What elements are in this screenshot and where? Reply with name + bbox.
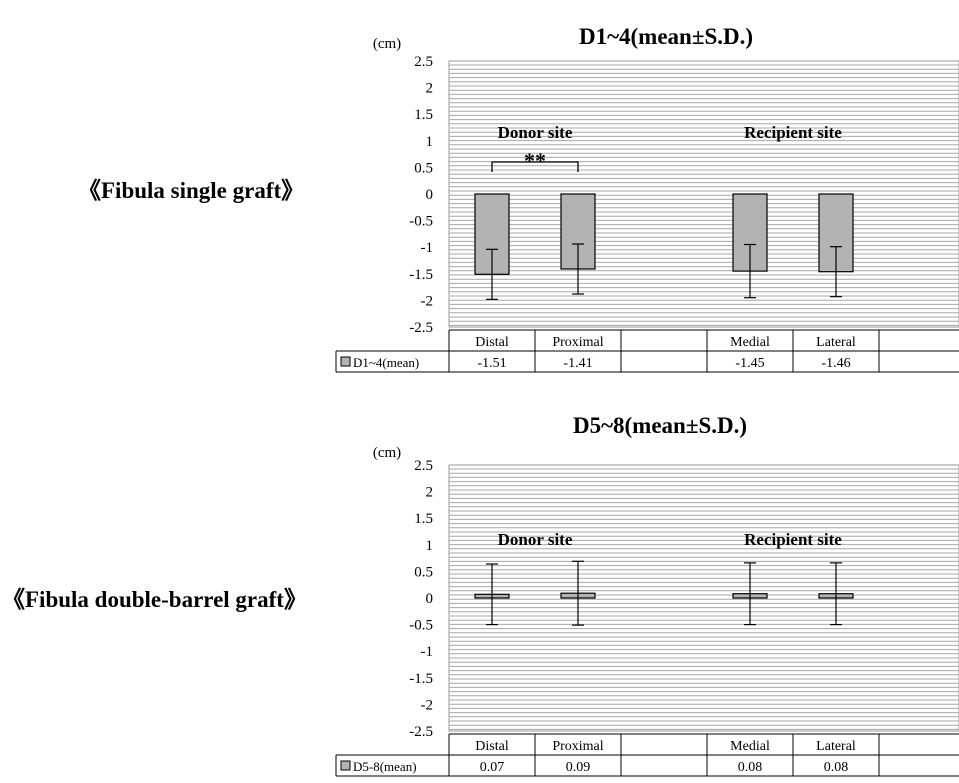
data-table: D1~4(mean) Distal -1.51 Proximal -1.41 Medial… — [335, 329, 959, 373]
group-label: Donor site — [498, 123, 573, 142]
y-tick-label: 1 — [426, 538, 434, 554]
y-tick-label: -2.5 — [409, 724, 433, 740]
significance-marker: ** — [524, 148, 546, 173]
y-tick-label: -2 — [421, 697, 434, 713]
group-label: Recipient site — [744, 123, 842, 142]
y-axis-label: (cm) — [373, 445, 401, 461]
y-tick-label: 1 — [426, 134, 434, 150]
y-tick-label: -2 — [421, 293, 434, 309]
legend-swatch — [340, 356, 351, 367]
legend-label: D5-8(mean) — [353, 759, 417, 774]
y-axis-label: (cm) — [373, 36, 401, 52]
category-label: Distal — [475, 739, 509, 754]
category-label: Distal — [475, 335, 509, 350]
chart-title: D5~8(mean±S.D.) — [573, 413, 747, 438]
y-tick-label: -1 — [421, 240, 434, 256]
data-label: -1.45 — [735, 356, 764, 371]
y-tick-label: -0.5 — [409, 618, 433, 634]
data-label: -1.46 — [821, 356, 850, 371]
y-tick-label: 2 — [426, 485, 434, 501]
y-tick-label: 1.5 — [414, 511, 433, 527]
category-label: Proximal — [552, 335, 603, 350]
legend-label: D1~4(mean) — [353, 355, 419, 370]
significance-bracket — [491, 161, 579, 172]
group-label: Donor site — [498, 530, 573, 549]
y-tick-label: -1.5 — [409, 267, 433, 283]
category-label: Medial — [730, 739, 770, 754]
legend-swatch — [340, 760, 351, 771]
category-label: Lateral — [816, 335, 856, 350]
plot-area — [448, 464, 959, 732]
chart-title: D1~4(mean±S.D.) — [579, 24, 753, 49]
y-tick-label: -1.5 — [409, 671, 433, 687]
gridlines — [449, 64, 959, 326]
category-label: Lateral — [816, 739, 856, 754]
side-label-single-graft: 《Fibula single graft》 — [78, 178, 304, 203]
data-label: 0.08 — [738, 760, 763, 775]
y-tick-label: 0.5 — [414, 160, 433, 176]
y-tick-label: -1 — [421, 644, 434, 660]
category-label: Medial — [730, 335, 770, 350]
data-label: 0.09 — [566, 760, 591, 775]
y-tick-label: 0 — [426, 591, 434, 607]
chart-panel-2: 《Fibula double-barrel graft》 D5~8(mean±S… — [2, 413, 959, 777]
y-tick-label: 1.5 — [414, 107, 433, 123]
y-tick-label: -0.5 — [409, 214, 433, 230]
y-tick-label: -2.5 — [409, 320, 433, 336]
y-tick-label: 2.5 — [414, 54, 433, 70]
plot-area — [448, 60, 959, 328]
data-label: 0.07 — [480, 760, 505, 775]
side-label-double-barrel-graft: 《Fibula double-barrel graft》 — [2, 587, 307, 612]
data-label: -1.51 — [477, 356, 506, 371]
gridlines — [449, 468, 959, 730]
group-label: Recipient site — [744, 530, 842, 549]
data-label: -1.41 — [563, 356, 592, 371]
data-table: D5-8(mean) Distal 0.07 Proximal 0.09 Medial 0.… — [335, 733, 959, 777]
y-tick-label: 0.5 — [414, 564, 433, 580]
y-tick-label: 2.5 — [414, 458, 433, 474]
y-tick-label: 0 — [426, 187, 434, 203]
chart-panel-1: 《Fibula single graft》 D1~4(mean±S.D.) 2.… — [78, 24, 959, 373]
y-tick-label: 2 — [426, 81, 434, 97]
data-label: 0.08 — [824, 760, 849, 775]
category-label: Proximal — [552, 739, 603, 754]
